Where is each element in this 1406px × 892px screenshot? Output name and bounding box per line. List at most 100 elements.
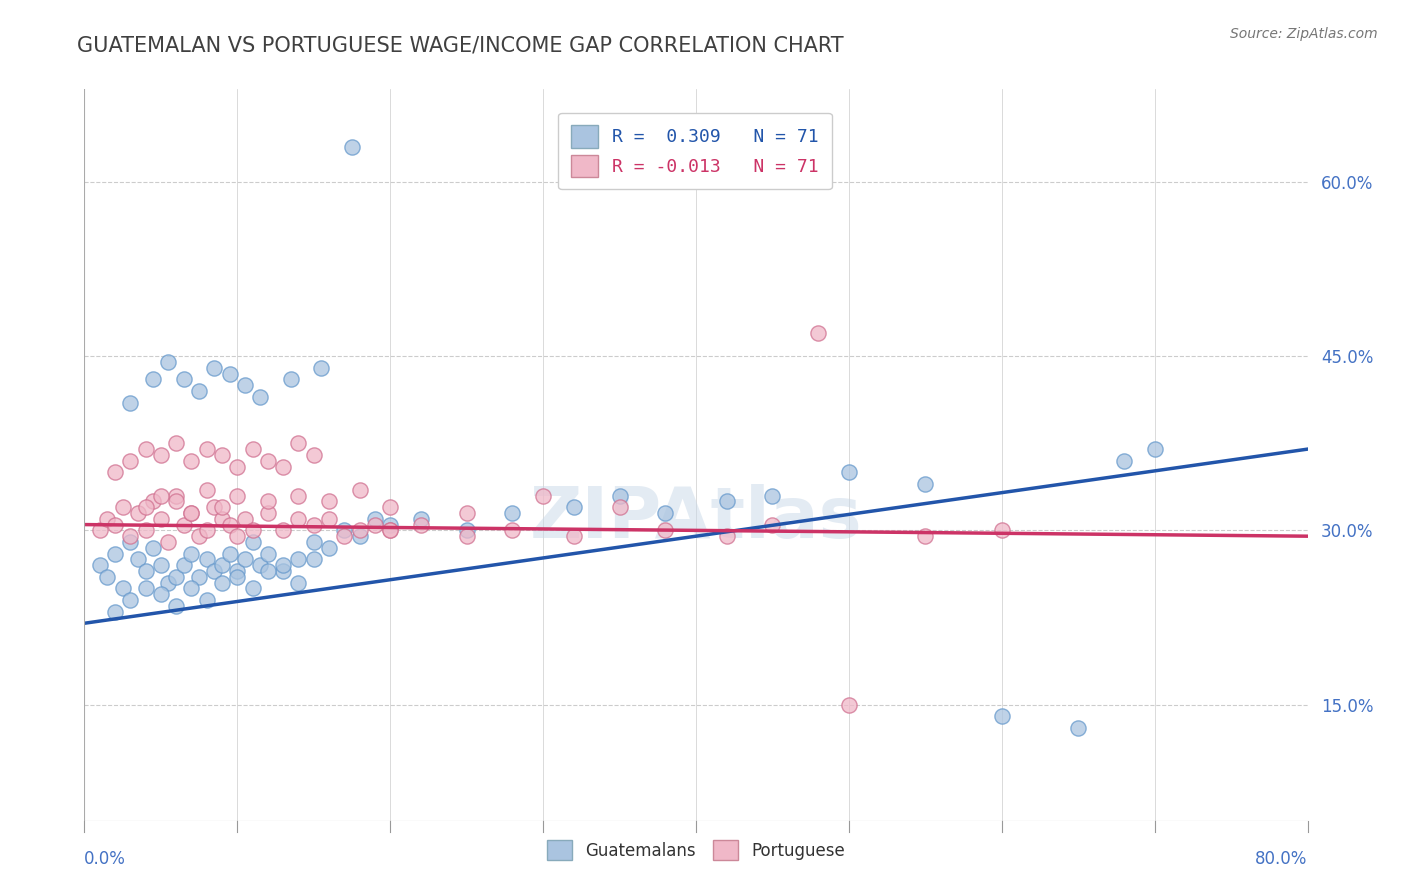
Point (1114, 454, 1136, 468)
Point (716, 494, 738, 508)
Point (302, 535, 325, 549)
Point (761, 517, 783, 532)
Point (104, 466, 127, 480)
Point (257, 494, 280, 508)
Point (96, 512, 118, 526)
Point (142, 372, 165, 386)
Legend: Guatemalans, Portuguese: Guatemalans, Portuguese (540, 833, 852, 867)
Point (609, 489, 631, 503)
Point (157, 355, 180, 369)
Point (157, 535, 180, 549)
Point (838, 698, 860, 712)
Point (195, 483, 218, 497)
Point (257, 547, 280, 561)
Point (761, 489, 783, 503)
Point (242, 535, 264, 549)
Point (271, 564, 294, 578)
Point (202, 500, 225, 515)
Point (991, 524, 1014, 538)
Point (211, 512, 233, 526)
Point (249, 390, 271, 404)
Point (180, 454, 202, 468)
Point (318, 512, 340, 526)
Point (242, 442, 264, 456)
Point (157, 575, 180, 590)
Point (1067, 721, 1090, 735)
Point (456, 529, 478, 543)
Point (173, 517, 195, 532)
Point (195, 442, 218, 456)
Point (409, 517, 432, 532)
Point (380, 524, 402, 538)
Point (188, 529, 211, 543)
Point (188, 384, 211, 398)
Point (104, 605, 127, 619)
Point (287, 489, 309, 503)
Point (149, 512, 172, 526)
Point (202, 564, 225, 578)
Point (349, 524, 371, 538)
Point (120, 529, 142, 543)
Point (349, 483, 371, 497)
Point (302, 552, 325, 566)
Point (502, 524, 524, 538)
Point (333, 524, 356, 538)
Point (287, 552, 309, 566)
Point (531, 489, 554, 503)
Point (364, 517, 387, 532)
Point (456, 524, 478, 538)
Point (380, 524, 402, 538)
Point (142, 494, 165, 508)
Point (562, 529, 585, 543)
Point (302, 448, 325, 462)
Point (302, 517, 325, 532)
Point (1143, 442, 1166, 456)
Point (111, 582, 134, 596)
Point (914, 477, 936, 491)
Point (120, 395, 142, 409)
Point (218, 547, 240, 561)
Point (195, 524, 218, 538)
Point (173, 558, 195, 573)
Point (226, 489, 249, 503)
Point (257, 454, 280, 468)
Point (311, 360, 333, 375)
Point (89, 558, 111, 573)
Text: ZIPAtlas: ZIPAtlas (530, 484, 862, 553)
Point (333, 529, 356, 543)
Point (135, 442, 157, 456)
Point (120, 454, 142, 468)
Point (233, 552, 256, 566)
Point (211, 558, 233, 573)
Point (271, 524, 294, 538)
Point (271, 459, 294, 474)
Text: Source: ZipAtlas.com: Source: ZipAtlas.com (1230, 27, 1378, 41)
Point (242, 582, 264, 596)
Point (211, 448, 233, 462)
Point (195, 593, 218, 607)
Point (180, 582, 202, 596)
Text: 0.0%: 0.0% (84, 850, 127, 868)
Point (318, 541, 340, 555)
Point (127, 506, 149, 520)
Point (165, 436, 187, 450)
Point (218, 517, 240, 532)
Point (104, 517, 127, 532)
Point (807, 326, 830, 340)
Point (180, 547, 202, 561)
Point (609, 500, 631, 515)
Point (654, 524, 676, 538)
Point (173, 372, 195, 386)
Point (456, 506, 478, 520)
Point (149, 489, 172, 503)
Point (180, 506, 202, 520)
Point (502, 506, 524, 520)
Point (104, 547, 127, 561)
Point (135, 582, 157, 596)
Point (249, 558, 271, 573)
Point (180, 506, 202, 520)
Point (380, 500, 402, 515)
Point (409, 512, 432, 526)
Point (135, 524, 157, 538)
Point (111, 500, 134, 515)
